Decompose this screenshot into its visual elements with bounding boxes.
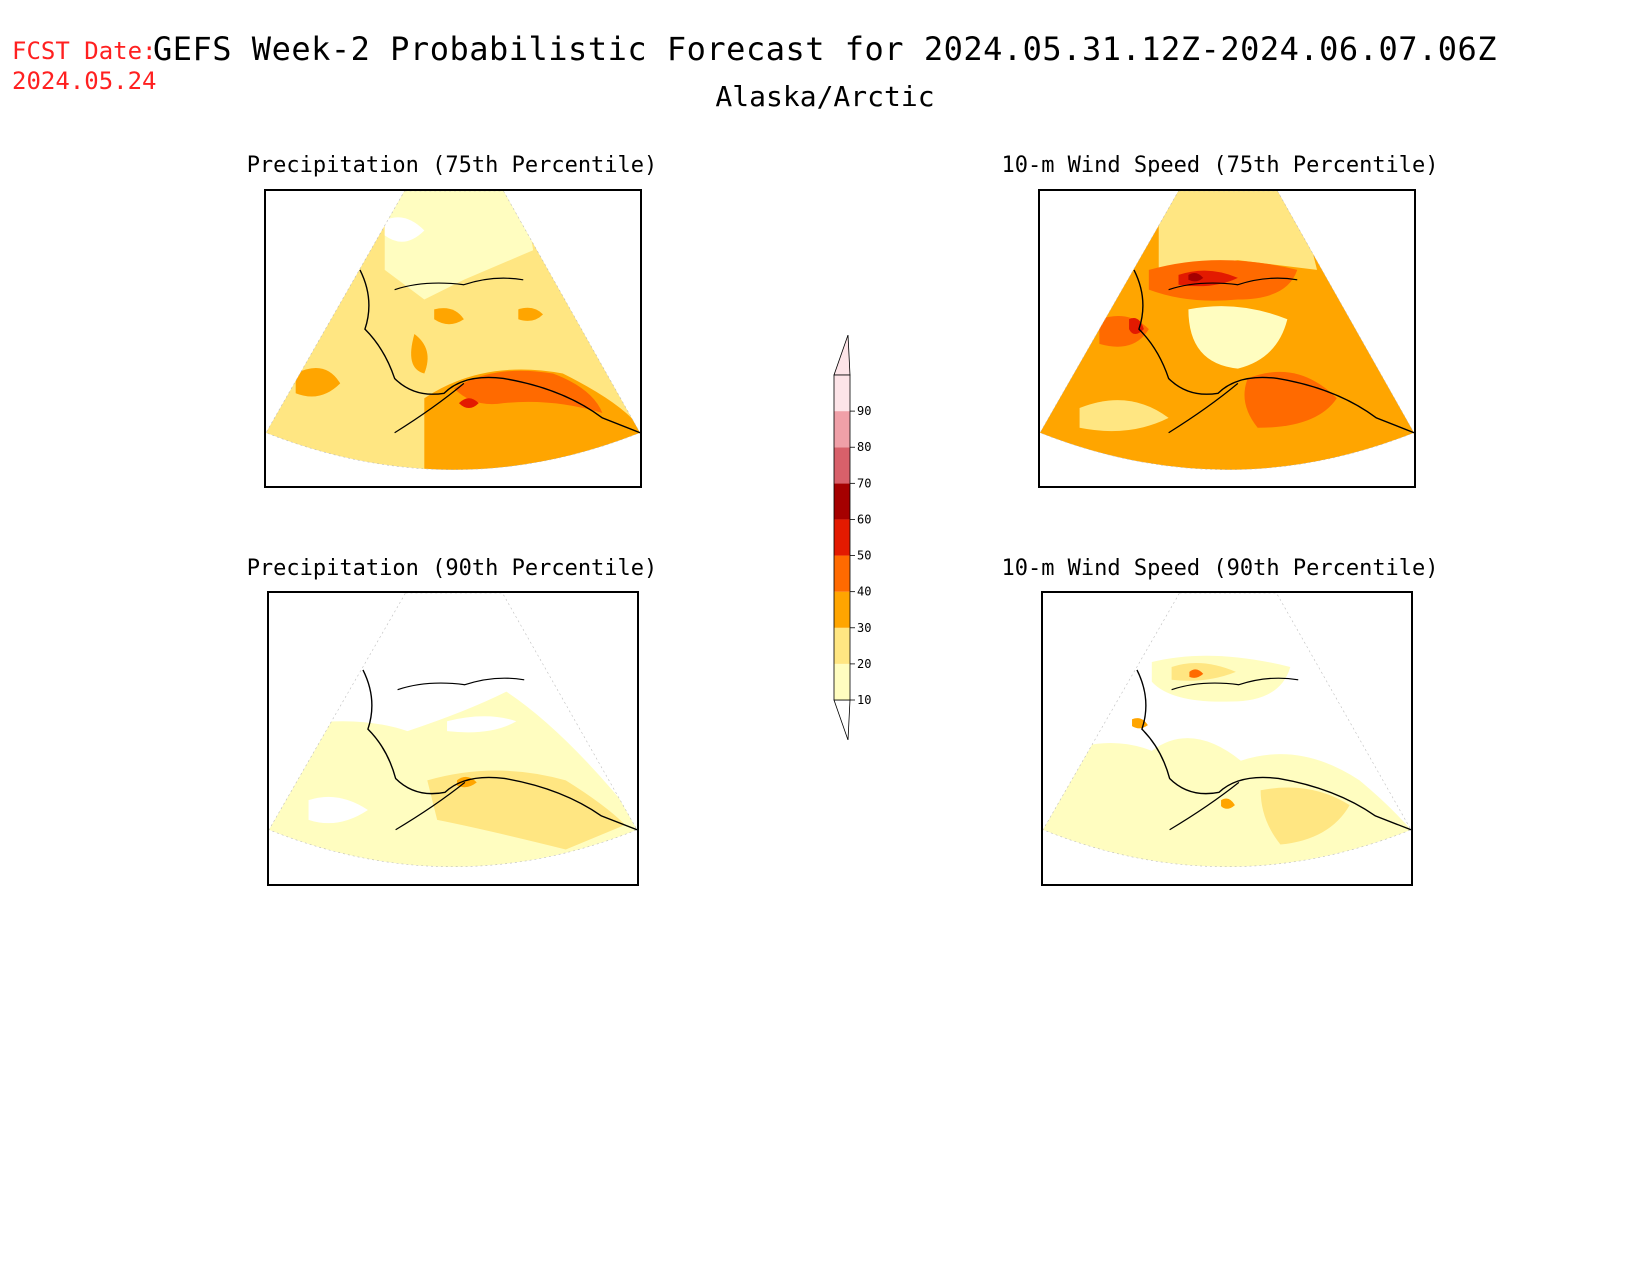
colorbar-swatch [834, 411, 850, 448]
colorbar-swatch [834, 447, 850, 484]
colorbar-tick-label: 30 [857, 621, 871, 635]
colorbar-swatch [834, 519, 850, 556]
page-title: GEFS Week-2 Probabilistic Forecast for 2… [152, 30, 1498, 68]
panel-title-wind-75: 10-m Wind Speed (75th Percentile) [1001, 153, 1439, 178]
colorbar-bottom-tip [833, 699, 851, 740]
colorbar-outline [833, 374, 851, 701]
colorbar-tick-label: 80 [857, 440, 871, 454]
colorbar-tick-label: 10 [857, 693, 871, 707]
colorbar-swatch [834, 663, 850, 700]
map-precip-75 [264, 189, 642, 488]
forecast-date: FCST Date: 2024.05.24 [12, 36, 157, 96]
colorbar-tick-label: 50 [857, 549, 871, 563]
colorbar-tick-label: 20 [857, 657, 871, 671]
panel-title-precip-75: Precipitation (75th Percentile) [246, 153, 658, 178]
colorbar-swatch [834, 375, 850, 412]
forecast-date-label: FCST Date: [12, 37, 157, 65]
colorbar-swatch [834, 627, 850, 664]
colorbar-tick-label: 60 [857, 512, 871, 526]
forecast-date-value: 2024.05.24 [12, 67, 157, 95]
map-wind-90 [1041, 591, 1413, 886]
colorbar-swatch [834, 555, 850, 592]
colorbar-tick-label: 40 [857, 585, 871, 599]
colorbar-swatch [834, 483, 850, 520]
colorbar-tick-label: 70 [857, 476, 871, 490]
colorbar-tick-label: 90 [857, 404, 871, 418]
panel-title-wind-90: 10-m Wind Speed (90th Percentile) [1001, 556, 1439, 581]
panel-title-precip-90: Precipitation (90th Percentile) [246, 556, 658, 581]
colorbar-legend: 10 20 30 40 50 60 70 80 90 [820, 335, 890, 740]
map-wind-75 [1038, 189, 1416, 488]
colorbar-top-tip [833, 335, 851, 376]
colorbar-swatch [834, 591, 850, 628]
map-precip-90 [267, 591, 639, 886]
region-subtitle: Alaska/Arctic [715, 80, 935, 113]
